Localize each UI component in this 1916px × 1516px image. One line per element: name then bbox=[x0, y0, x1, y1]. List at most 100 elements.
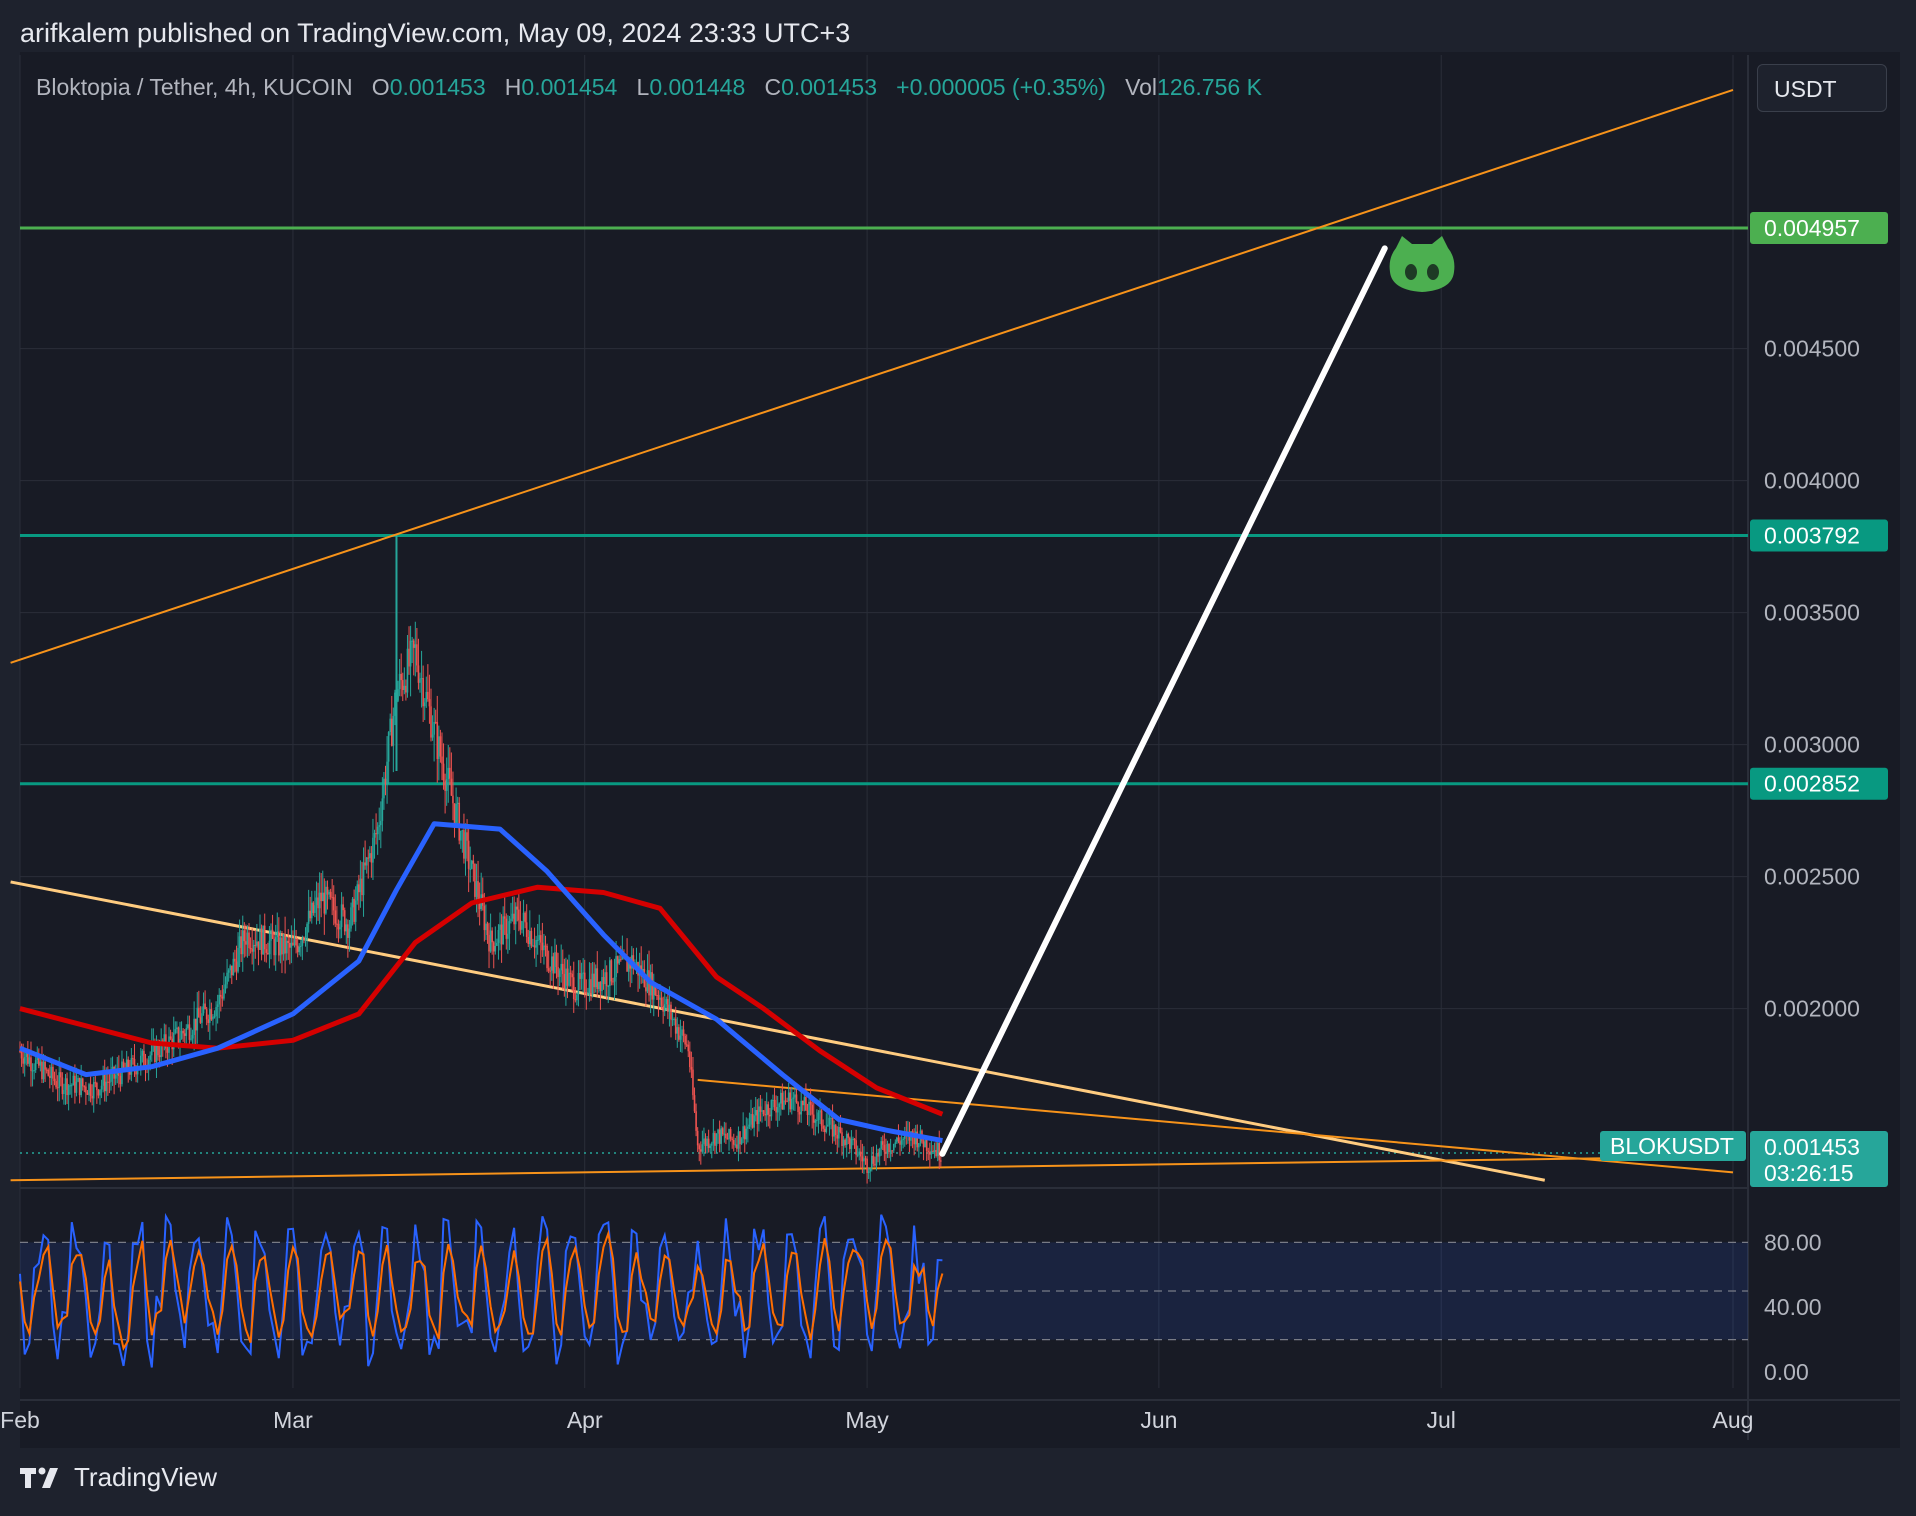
candle-body bbox=[370, 853, 373, 863]
candle-body bbox=[751, 1114, 754, 1128]
candle-body bbox=[405, 685, 407, 693]
candle-body bbox=[532, 945, 534, 947]
candle-body bbox=[334, 910, 337, 924]
price-level-tag-label: 0.003792 bbox=[1764, 523, 1860, 549]
candle-body bbox=[736, 1144, 738, 1149]
candle-body bbox=[453, 803, 456, 824]
candle-body bbox=[925, 1140, 928, 1151]
candle-body bbox=[885, 1151, 887, 1154]
candle-body bbox=[221, 996, 224, 999]
candle-body bbox=[224, 984, 227, 990]
price-levels bbox=[20, 226, 1748, 1154]
x-tick-label: Feb bbox=[0, 1407, 40, 1433]
candle-body bbox=[158, 1055, 161, 1058]
candle-body bbox=[660, 997, 663, 1006]
candle-body bbox=[281, 937, 283, 955]
candle-body bbox=[858, 1151, 861, 1155]
candle-body bbox=[157, 1045, 159, 1056]
candle-body bbox=[656, 994, 658, 996]
candle-body bbox=[538, 935, 541, 940]
candle-body bbox=[289, 942, 291, 948]
candle-body bbox=[477, 881, 479, 901]
candle-body bbox=[841, 1132, 843, 1146]
candle-body bbox=[290, 942, 293, 948]
candle-body bbox=[786, 1100, 788, 1102]
candle-body bbox=[797, 1102, 799, 1112]
candle-body bbox=[599, 981, 602, 992]
candle-body bbox=[125, 1059, 128, 1071]
candle-body bbox=[78, 1077, 81, 1096]
candle-body bbox=[103, 1074, 106, 1092]
candle-body bbox=[554, 952, 556, 974]
candle-body bbox=[22, 1058, 24, 1064]
candle-body bbox=[780, 1092, 782, 1104]
candle-body bbox=[441, 756, 443, 764]
candle-body bbox=[849, 1137, 851, 1149]
candle-body bbox=[397, 689, 399, 701]
candle-body bbox=[303, 937, 305, 940]
candle-body bbox=[150, 1044, 153, 1056]
candle-body bbox=[96, 1082, 98, 1091]
x-tick-label: Jul bbox=[1427, 1407, 1456, 1433]
candle-body bbox=[456, 802, 459, 804]
candle-body bbox=[55, 1081, 57, 1088]
candle-body bbox=[439, 736, 442, 757]
x-tick-label: May bbox=[845, 1407, 889, 1433]
candle-body bbox=[723, 1133, 726, 1135]
candle-body bbox=[196, 1007, 199, 1031]
trendline bbox=[697, 1078, 1734, 1174]
candle-body bbox=[758, 1106, 760, 1124]
candle-body bbox=[518, 909, 520, 921]
stochastic-oscillator bbox=[19, 1212, 1748, 1368]
candle-body bbox=[892, 1143, 895, 1151]
candle-body bbox=[831, 1117, 834, 1137]
candle-body bbox=[241, 930, 244, 955]
candle-body bbox=[383, 778, 385, 799]
candle-body bbox=[386, 761, 388, 785]
candle-body bbox=[165, 1034, 167, 1049]
candle-body bbox=[445, 779, 448, 791]
candle-body bbox=[888, 1143, 890, 1153]
ohlc-legend: Bloktopia / Tether, 4h, KUCOIN O0.001453… bbox=[36, 74, 1262, 101]
candle-body bbox=[409, 640, 412, 667]
candle-body bbox=[880, 1141, 883, 1149]
candle-body bbox=[747, 1126, 749, 1129]
candle-body bbox=[588, 979, 591, 994]
candle-body bbox=[318, 892, 321, 909]
candle-body bbox=[803, 1097, 806, 1106]
candle-body bbox=[682, 1029, 685, 1036]
candle-body bbox=[33, 1070, 35, 1072]
candle-body bbox=[685, 1044, 688, 1046]
candle-body bbox=[176, 1027, 178, 1030]
candle-body bbox=[710, 1143, 713, 1146]
candle-body bbox=[613, 977, 616, 982]
candle-body bbox=[39, 1061, 42, 1066]
candle-body bbox=[364, 862, 366, 866]
candle-body bbox=[792, 1097, 795, 1099]
candle-body bbox=[489, 930, 492, 952]
candle-body bbox=[425, 691, 428, 703]
candle-body bbox=[187, 1024, 189, 1029]
candle-body bbox=[132, 1058, 134, 1060]
trendline bbox=[10, 880, 1546, 1182]
candle-body bbox=[472, 860, 475, 864]
candle-body bbox=[114, 1075, 117, 1079]
y-tick-label: 0.003000 bbox=[1764, 732, 1860, 758]
candle-body bbox=[97, 1090, 100, 1096]
candle-body bbox=[579, 972, 581, 979]
candle-body bbox=[326, 886, 329, 895]
candle-body bbox=[897, 1137, 900, 1142]
candle-body bbox=[260, 928, 263, 955]
octopus-icon bbox=[1389, 236, 1455, 292]
currency-button[interactable]: USDT bbox=[1757, 64, 1887, 112]
candle-body bbox=[129, 1071, 131, 1075]
candle-body bbox=[544, 945, 547, 947]
candle-body bbox=[412, 640, 415, 648]
candle-body bbox=[321, 892, 324, 902]
candle-body bbox=[795, 1094, 798, 1103]
candle-body bbox=[422, 678, 424, 707]
candle-body bbox=[464, 832, 467, 859]
candle-body bbox=[317, 897, 319, 909]
candle-body bbox=[902, 1138, 904, 1141]
candle-body bbox=[298, 946, 301, 953]
